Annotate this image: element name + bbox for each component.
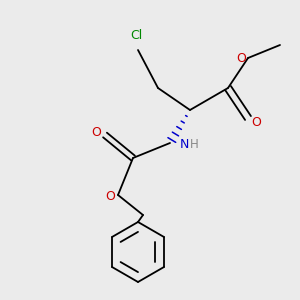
Text: O: O — [105, 190, 115, 203]
Text: Cl: Cl — [130, 29, 142, 42]
Text: H: H — [190, 139, 198, 152]
Text: O: O — [236, 52, 246, 64]
Text: N: N — [179, 139, 189, 152]
Text: O: O — [91, 125, 101, 139]
Text: O: O — [251, 116, 261, 128]
